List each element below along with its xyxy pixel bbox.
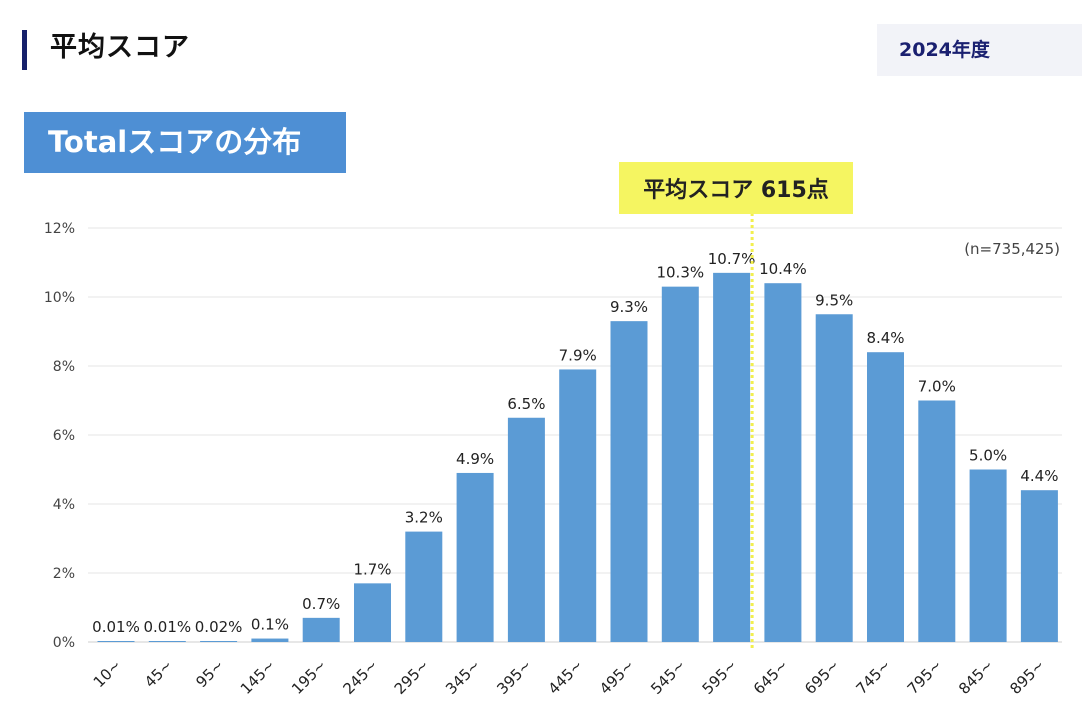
y-tick-label: 8% [53,359,75,375]
x-tick-label: 445~ [545,656,587,698]
bar [815,314,853,642]
y-tick-label: 12% [44,221,75,237]
bar-value-label: 0.1% [251,616,289,634]
x-tick-label: 245~ [339,656,381,698]
bar-value-label: 7.0% [918,378,956,396]
bar-value-label: 7.9% [559,346,597,364]
y-tick-label: 10% [44,290,75,306]
bar [302,617,340,642]
mean-annotation-label: 平均スコア 615点 [643,177,829,203]
x-tick-label: 395~ [493,656,535,698]
bar [918,400,956,642]
bar-value-label: 0.01% [143,618,191,636]
bar [610,321,648,642]
bar [405,531,443,642]
x-tick-label: 695~ [801,656,843,698]
y-tick-label: 4% [53,497,75,513]
year-badge: 2024年度 [877,24,1082,76]
bar [200,641,238,642]
bar [1020,490,1058,642]
x-tick-label: 10~ [90,656,125,691]
bar-value-label: 9.5% [815,291,853,309]
bar-value-label: 4.4% [1020,467,1058,485]
bar [559,369,597,642]
y-tick-label: 0% [53,635,75,651]
bar [969,469,1007,642]
x-tick-label: 895~ [1006,656,1048,698]
mean-annotation-box [619,162,853,214]
bar [148,641,186,642]
bar [713,272,751,642]
page-title: 平均スコア [50,32,190,63]
x-tick-label: 595~ [699,656,741,698]
bar [97,641,135,642]
bar-value-label: 8.4% [866,329,904,347]
bar [251,638,289,642]
x-tick-label: 745~ [852,656,894,698]
x-tick-label: 145~ [237,656,279,698]
bar [354,583,391,642]
x-tick-label: 645~ [750,656,792,698]
bar [867,352,904,642]
bar-value-label: 4.9% [456,450,494,468]
bar-value-label: 0.01% [92,618,140,636]
bar-value-label: 9.3% [610,298,648,316]
bar-value-label: 6.5% [507,395,545,413]
bar-value-label: 10.4% [759,260,807,278]
x-tick-label: 295~ [391,656,433,698]
x-tick-label: 545~ [647,656,689,698]
bar [507,417,545,642]
x-tick-label: 195~ [288,656,330,698]
bar-value-label: 10.7% [708,250,756,268]
x-tick-label: 495~ [596,656,638,698]
bar [764,283,802,642]
x-tick-label: 845~ [955,656,997,698]
y-tick-label: 6% [53,428,75,444]
page-title-accent-bar [22,30,27,70]
y-tick-label: 2% [53,566,75,582]
x-tick-label: 95~ [192,656,227,691]
bar-value-label: 0.7% [302,595,340,613]
x-tick-label: 345~ [442,656,484,698]
bar-value-label: 1.7% [353,560,391,578]
bar [661,286,699,642]
bar-value-label: 5.0% [969,447,1007,465]
sample-size-label: (n=735,425) [964,240,1060,258]
bar-value-label: 10.3% [656,264,704,282]
bar-value-label: 3.2% [405,509,443,527]
chart-title: Totalスコアの分布 [24,112,346,173]
x-tick-label: 795~ [904,656,946,698]
bar-value-label: 0.02% [195,618,243,636]
x-tick-label: 45~ [141,656,176,691]
bar [456,472,494,642]
